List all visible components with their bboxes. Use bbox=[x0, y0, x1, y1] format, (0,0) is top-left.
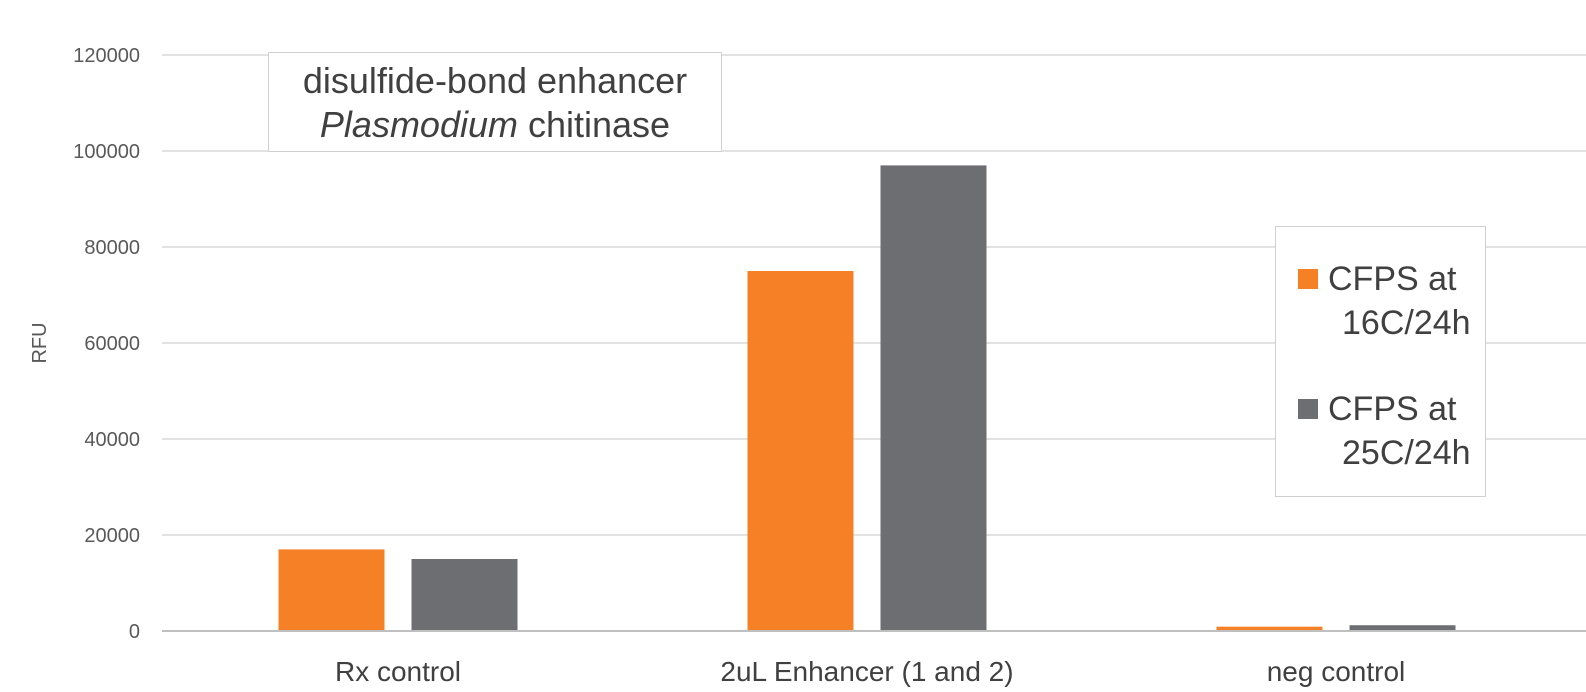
bar-16c-2 bbox=[1216, 626, 1323, 631]
bar-16c-1 bbox=[747, 271, 854, 631]
legend-label-25c-line2: 25C/24h bbox=[1342, 434, 1471, 472]
y-axis-label: RFU bbox=[29, 322, 51, 363]
category-labels: Rx control 2uL Enhancer (1 and 2) neg cont… bbox=[335, 656, 1405, 687]
legend: CFPS at 16C/24h CFPS at 25C/24h bbox=[1275, 226, 1486, 497]
y-tick-label: 120000 bbox=[73, 45, 140, 67]
legend-label-25c-line1: CFPS at bbox=[1328, 390, 1457, 428]
y-tick-label: 100000 bbox=[73, 141, 140, 163]
y-tick-label: 20000 bbox=[84, 525, 140, 547]
category-label: Rx control bbox=[335, 656, 461, 687]
legend-label-16c-line1: CFPS at bbox=[1328, 260, 1457, 298]
chart-title-italic: Plasmodium bbox=[319, 104, 518, 145]
y-axis-ticks: 0 20000 40000 60000 80000 100000 120000 bbox=[73, 45, 140, 643]
legend-swatch-25c bbox=[1298, 399, 1318, 419]
chart-title: disulfide-bond enhancer Plasmodium chiti… bbox=[268, 52, 722, 152]
bar-25c-0 bbox=[411, 559, 518, 631]
y-tick-label: 0 bbox=[129, 621, 140, 643]
category-label: neg control bbox=[1267, 656, 1406, 687]
legend-label-16c-line2: 16C/24h bbox=[1342, 304, 1471, 342]
y-tick-label: 80000 bbox=[84, 237, 140, 259]
chart-title-line2: Plasmodium chitinase bbox=[269, 103, 721, 147]
y-tick-label: 40000 bbox=[84, 429, 140, 451]
bar-25c-2 bbox=[1349, 625, 1456, 631]
chart-title-line1: disulfide-bond enhancer bbox=[302, 60, 688, 101]
bars bbox=[278, 165, 1456, 631]
bar-25c-1 bbox=[880, 165, 987, 631]
category-label: 2uL Enhancer (1 and 2) bbox=[720, 656, 1013, 687]
legend-swatch-16c bbox=[1298, 269, 1318, 289]
bar-16c-0 bbox=[278, 549, 385, 631]
y-tick-label: 60000 bbox=[84, 333, 140, 355]
chart-title-rest: chitinase bbox=[517, 104, 671, 145]
